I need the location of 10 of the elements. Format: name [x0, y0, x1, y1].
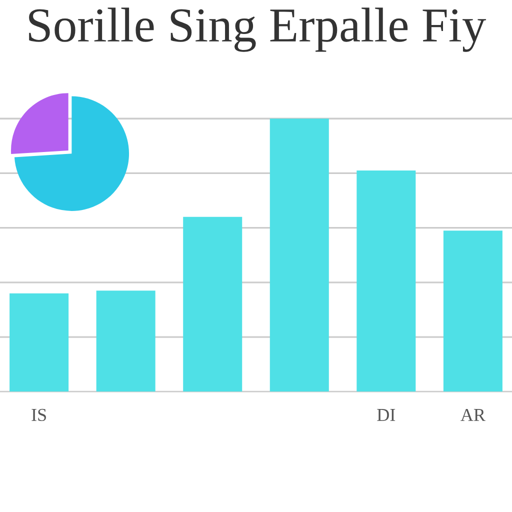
chart-title: Sorille Sing Erpalle Fiy — [29, 8, 486, 52]
bar — [356, 170, 416, 392]
x-tick-label: DI — [377, 409, 396, 421]
x-tick-label: AR — [460, 408, 486, 421]
bar — [10, 293, 69, 392]
bar — [96, 290, 156, 392]
x-tick-label: IS — [32, 408, 46, 422]
bar — [270, 118, 329, 392]
bar — [443, 230, 502, 392]
bar — [183, 216, 242, 392]
